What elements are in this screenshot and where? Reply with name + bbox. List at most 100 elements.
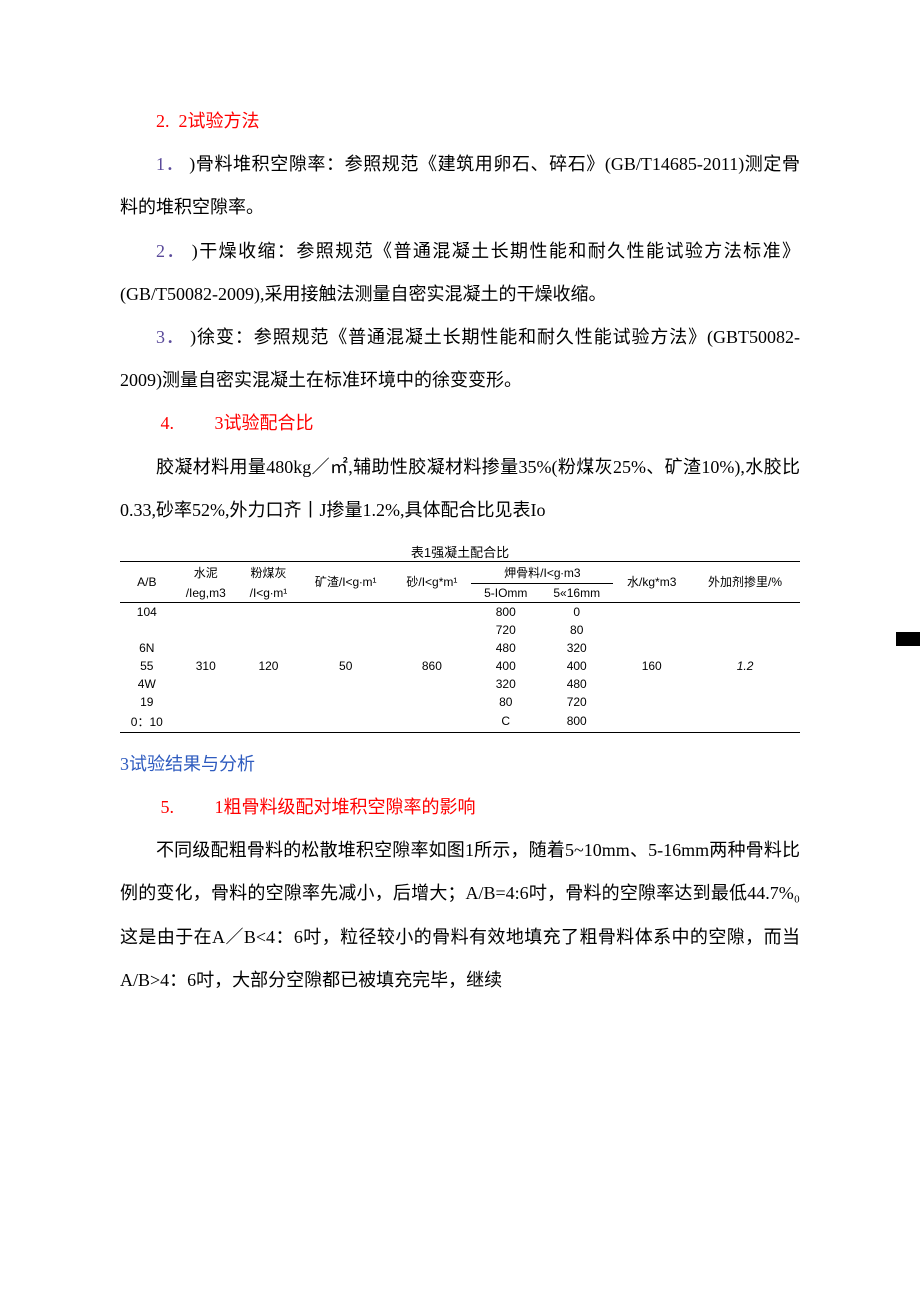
table-cell: 19 — [120, 693, 174, 711]
table-row: 6N 480320 — [120, 639, 800, 657]
table-cell: 55 — [120, 657, 174, 675]
table-row: 4W 320480 — [120, 675, 800, 693]
th-slag: 矿渣/I<g∙m¹ — [299, 561, 392, 602]
th-water: 水/kg*m3 — [613, 561, 690, 602]
table-row: 72080 — [120, 621, 800, 639]
heading-3: 3试验结果与分析 — [120, 743, 800, 786]
para-2-3: 胶凝材料用量480kg／㎡,辅助性胶凝材料掺量35%(粉煤灰25%、矿渣10%)… — [120, 446, 800, 532]
table-cell: 320 — [471, 675, 540, 693]
table-cell — [174, 675, 238, 693]
table-cell: 480 — [540, 675, 613, 693]
table-cell — [613, 693, 690, 711]
table-cell — [174, 693, 238, 711]
table-cell — [690, 639, 800, 657]
table-cell — [392, 693, 471, 711]
heading-text: 3试验配合比 — [215, 413, 314, 433]
table-cell: 1.2 — [690, 657, 800, 675]
table-cell — [392, 711, 471, 733]
table-cell — [299, 621, 392, 639]
heading-num: 2. — [156, 111, 170, 131]
th-flyash-top: 粉煤灰 — [238, 561, 299, 583]
table-cell — [120, 621, 174, 639]
th-agg-b: 5«16mm — [540, 583, 613, 602]
table-cell — [392, 675, 471, 693]
item-num: 1． — [156, 154, 184, 174]
table-row: 55310120508604004001601.2 — [120, 657, 800, 675]
table-cell — [238, 693, 299, 711]
table-cell — [238, 675, 299, 693]
table-cell: 80 — [540, 621, 613, 639]
table-cell: 400 — [540, 657, 613, 675]
item-2: 2． )干燥收缩：参照规范《普通混凝土长期性能和耐久性能试验方法标准》(GB/T… — [120, 230, 800, 316]
table-cell: 480 — [471, 639, 540, 657]
th-agg-a: 5-IOmm — [471, 583, 540, 602]
table-cell: 310 — [174, 657, 238, 675]
table-cell — [238, 621, 299, 639]
table-cell — [174, 621, 238, 639]
table-title: 表1强凝土配合比 — [120, 542, 800, 561]
table-cell — [690, 675, 800, 693]
table-cell — [392, 602, 471, 621]
table-cell: 4W — [120, 675, 174, 693]
table-cell — [690, 621, 800, 639]
table-row: 104 8000 — [120, 602, 800, 621]
table-cell — [174, 639, 238, 657]
th-ab: A/B — [120, 561, 174, 602]
table-cell — [690, 602, 800, 621]
table-cell — [613, 602, 690, 621]
table-row: 0：10 C800 — [120, 711, 800, 733]
table-cell — [613, 621, 690, 639]
th-agg-group: 炠骨料/I<g∙m3 — [471, 561, 613, 583]
table-cell — [613, 711, 690, 733]
page: 2. 2试验方法 1． )骨料堆积空隙率：参照规范《建筑用卵石、碎石》(GB/T… — [0, 0, 920, 1062]
table-cell — [299, 675, 392, 693]
th-admix: 外加剂掺里/% — [690, 561, 800, 602]
table-cell: 50 — [299, 657, 392, 675]
table-cell: 80 — [471, 693, 540, 711]
item-3: 3． )徐变：参照规范《普通混凝土长期性能和耐久性能试验方法》(GBT50082… — [120, 316, 800, 402]
table-cell: 720 — [540, 693, 613, 711]
heading-2-2: 2. 2试验方法 — [120, 100, 800, 143]
th-cement-unit: /Ieg,m3 — [174, 583, 238, 602]
side-marker — [896, 632, 920, 646]
table-cell: 104 — [120, 602, 174, 621]
table-cell: 800 — [471, 602, 540, 621]
item-num: 3． — [156, 327, 185, 347]
table-cell — [174, 711, 238, 733]
table-cell: 320 — [540, 639, 613, 657]
table-cell: 160 — [613, 657, 690, 675]
item-text: )干燥收缩：参照规范《普通混凝土长期性能和耐久性能试验方法标准》(GB/T500… — [120, 241, 800, 304]
table-cell — [613, 639, 690, 657]
heading-2-3: 4. 3试验配合比 — [120, 402, 800, 445]
table-cell: 860 — [392, 657, 471, 675]
table-cell — [299, 693, 392, 711]
item-text: )骨料堆积空隙率：参照规范《建筑用卵石、碎石》(GB/T14685-2011)测… — [120, 154, 800, 217]
th-cement-top: 水泥 — [174, 561, 238, 583]
table-cell — [613, 675, 690, 693]
heading-text: 1粗骨料级配对堆积空隙率的影响 — [215, 797, 476, 817]
table-cell — [238, 639, 299, 657]
heading-num: 5. — [120, 786, 210, 829]
item-1: 1． )骨料堆积空隙率：参照规范《建筑用卵石、碎石》(GB/T14685-201… — [120, 143, 800, 229]
th-sand: 砂/I<g*m¹ — [392, 561, 471, 602]
table-cell: 6N — [120, 639, 174, 657]
para-3-1: 不同级配粗骨料的松散堆积空隙率如图1所示，随着5~10mm、5-16mm两种骨料… — [120, 829, 800, 1002]
table-cell — [392, 621, 471, 639]
heading-3-1: 5. 1粗骨料级配对堆积空隙率的影响 — [120, 786, 800, 829]
th-flyash-unit: /I<g∙m¹ — [238, 583, 299, 602]
table-cell — [238, 602, 299, 621]
table-cell — [299, 602, 392, 621]
item-text: )徐变：参照规范《普通混凝土长期性能和耐久性能试验方法》(GBT50082-20… — [120, 327, 800, 390]
table-cell — [299, 639, 392, 657]
table-cell: C — [471, 711, 540, 733]
heading-num: 4. — [120, 402, 210, 445]
table-cell: 0 — [540, 602, 613, 621]
table-cell: 720 — [471, 621, 540, 639]
table-cell: 0：10 — [120, 711, 174, 733]
table-cell — [174, 602, 238, 621]
table-cell — [238, 711, 299, 733]
table-cell: 120 — [238, 657, 299, 675]
heading-text: 2试验方法 — [179, 111, 260, 131]
table-cell: 800 — [540, 711, 613, 733]
table-row: 19 80720 — [120, 693, 800, 711]
